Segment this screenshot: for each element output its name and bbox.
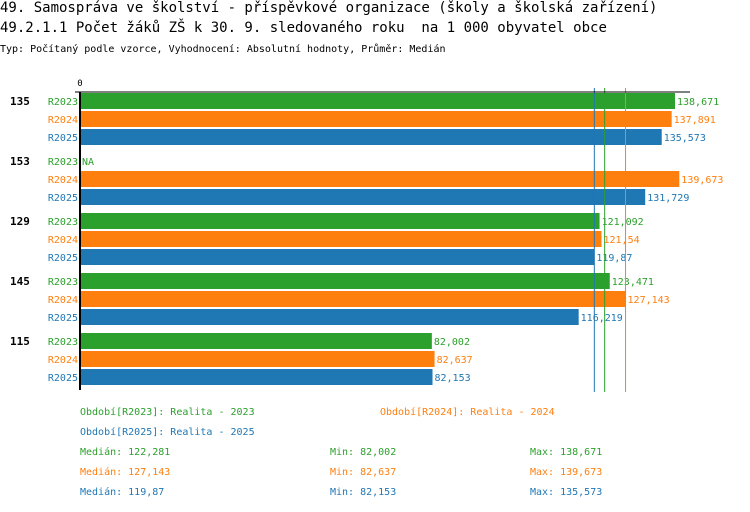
series-label: R2025 (48, 253, 78, 264)
series-label: R2023 (48, 97, 78, 108)
series-label: R2025 (48, 193, 78, 204)
category-label: 135 (10, 95, 30, 108)
bar (80, 249, 595, 265)
stat-min: Min: 82,002 (330, 447, 397, 458)
stat-max: Max: 135,573 (530, 487, 603, 498)
category-label: 153 (10, 155, 30, 168)
bar (80, 291, 626, 307)
stat-min: Min: 82,153 (330, 487, 397, 498)
chart-type-line: Typ: Počítaný podle vzorce, Vyhodnocení:… (0, 44, 446, 55)
data-label: 121,092 (602, 217, 644, 228)
bar (80, 93, 675, 109)
bar (80, 231, 602, 247)
series-label: R2024 (48, 355, 78, 366)
bar (80, 369, 433, 385)
bar (80, 111, 672, 127)
data-label: 116,219 (581, 313, 623, 324)
axis-zero-label: 0 (77, 79, 82, 89)
series-label: R2025 (48, 133, 78, 144)
legend-r2025: Období[R2025]: Realita - 2025 (80, 427, 255, 438)
chart-title: 49. Samospráva ve školství - příspěvkové… (0, 0, 658, 16)
data-label: 82,153 (434, 373, 470, 384)
data-label: 119,87 (596, 253, 632, 264)
series-label: R2025 (48, 313, 78, 324)
data-label: 127,143 (628, 295, 670, 306)
series-label: R2024 (48, 295, 78, 306)
bar (80, 171, 680, 187)
stat-median: Medián: 119,87 (80, 487, 165, 498)
stat-max: Max: 138,671 (530, 447, 603, 458)
data-label: 121,54 (603, 235, 639, 246)
stat-median: Medián: 127,143 (80, 467, 171, 478)
stat-max: Max: 139,673 (530, 467, 603, 478)
data-label: NA (82, 157, 94, 168)
legend-r2024: Období[R2024]: Realita - 2024 (380, 407, 555, 418)
data-label: 82,637 (437, 355, 473, 366)
data-label: 138,671 (677, 97, 719, 108)
series-label: R2024 (48, 175, 78, 186)
series-label: R2024 (48, 115, 78, 126)
category-label: 129 (10, 215, 30, 228)
series-label: R2023 (48, 277, 78, 288)
stat-min: Min: 82,637 (330, 467, 397, 478)
stat-median: Medián: 122,281 (80, 447, 171, 458)
chart-subtitle: 49.2.1.1 Počet žáků ZŠ k 30. 9. sledovan… (0, 20, 607, 36)
series-label: R2023 (48, 157, 78, 168)
series-label: R2025 (48, 373, 78, 384)
data-label: 139,673 (681, 175, 723, 186)
series-label: R2023 (48, 217, 78, 228)
category-label: 115 (10, 335, 30, 348)
data-label: 135,573 (664, 133, 706, 144)
data-label: 123,471 (612, 277, 654, 288)
bar (80, 333, 432, 349)
bar (80, 189, 646, 205)
bar (80, 309, 579, 325)
data-label: 131,729 (647, 193, 689, 204)
legend-r2023: Období[R2023]: Realita - 2023 (80, 407, 255, 418)
category-label: 145 (10, 275, 30, 288)
bar (80, 273, 610, 289)
series-label: R2023 (48, 337, 78, 348)
data-label: 82,002 (434, 337, 470, 348)
data-label: 137,891 (674, 115, 716, 126)
series-label: R2024 (48, 235, 78, 246)
bar (80, 213, 600, 229)
bar (80, 351, 435, 367)
bar (80, 129, 662, 145)
